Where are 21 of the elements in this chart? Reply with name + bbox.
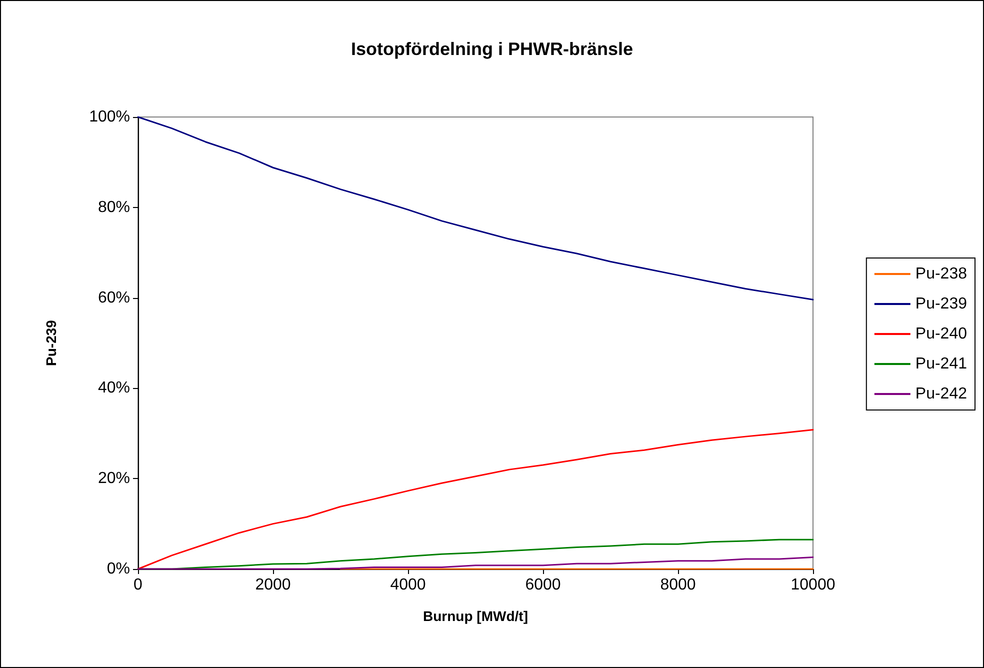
y-tick-label: 100% xyxy=(89,108,130,126)
x-tick-label: 6000 xyxy=(525,576,561,594)
y-tick-label: 20% xyxy=(98,470,130,488)
y-tick-label: 40% xyxy=(98,380,130,397)
y-tick-label: 60% xyxy=(98,289,130,306)
x-tick-label: 0 xyxy=(134,576,143,594)
legend-label: Pu-242 xyxy=(915,386,968,402)
line-series xyxy=(137,116,814,300)
x-axis-title: Burnup [MWd/t] xyxy=(423,608,528,624)
y-tick-label: 80% xyxy=(98,198,130,216)
x-tick-label: 4000 xyxy=(390,576,426,594)
legend-label: Pu-239 xyxy=(915,296,968,312)
legend-label: Pu-240 xyxy=(915,326,968,342)
y-axis-title: Pu-239 xyxy=(43,320,59,366)
x-tick-label: 10000 xyxy=(790,576,836,594)
x-tick-label: 2000 xyxy=(255,576,291,594)
legend-label: Pu-241 xyxy=(915,356,968,372)
legend-label: Pu-238 xyxy=(915,266,968,282)
x-tick-label: 8000 xyxy=(660,576,696,594)
y-tick-label: 0% xyxy=(106,560,130,578)
chart-title: Isotopfördelning i PHWR-bränsle xyxy=(351,39,633,59)
